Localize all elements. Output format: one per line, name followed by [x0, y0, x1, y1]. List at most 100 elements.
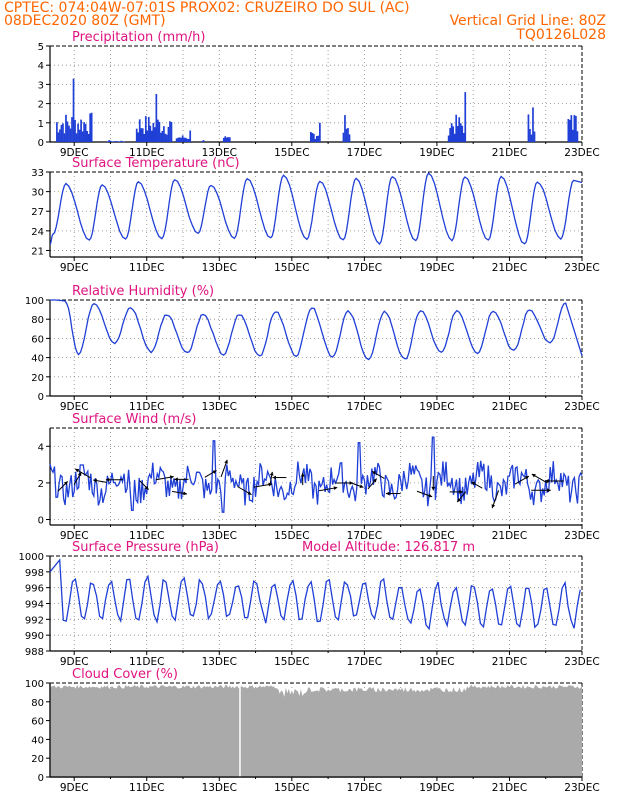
- wind-arrow-head: [212, 470, 217, 474]
- y-tick-label: 990: [25, 631, 44, 642]
- wind-arrow-head: [459, 489, 463, 494]
- precip-bar: [452, 126, 455, 142]
- precip-bar: [150, 130, 153, 142]
- y-tick-label: 0: [38, 516, 44, 527]
- precip-bar: [183, 137, 186, 142]
- wind-speed-line: [49, 436, 583, 513]
- y-tick-label: 20: [31, 373, 44, 384]
- x-tick-label: 23DEC: [564, 656, 599, 668]
- precip-bar: [84, 123, 87, 142]
- precip-bar: [319, 122, 321, 142]
- precip-bar: [157, 119, 159, 142]
- panel-annotation: Model Altitude: 126.817 m: [302, 540, 475, 555]
- precip-bar: [77, 123, 79, 142]
- precip-bar: [140, 128, 143, 142]
- wind-arrow-head: [359, 484, 364, 489]
- wind-arrow-head: [63, 481, 68, 486]
- pressure-line: [49, 558, 581, 631]
- precip-bar: [317, 135, 320, 142]
- y-tick-label: 996: [25, 584, 44, 595]
- precip-bar: [533, 131, 536, 142]
- precip-bar: [161, 130, 164, 142]
- precip-bar: [81, 131, 84, 142]
- precip-bar: [163, 126, 165, 142]
- x-tick-label: 9DEC: [60, 530, 89, 542]
- precip-bar: [184, 137, 187, 142]
- x-tick-label: 21DEC: [492, 656, 527, 668]
- y-tick-label: 30: [31, 188, 44, 199]
- precip-bar: [166, 134, 168, 142]
- precip-bar: [138, 119, 141, 142]
- x-tick-label: 19DEC: [419, 656, 454, 668]
- y-tick-label: 27: [31, 207, 44, 218]
- wind-arrow-head: [333, 486, 338, 491]
- wind-arrow-head: [144, 485, 149, 490]
- x-tick-label: 17DEC: [347, 656, 382, 668]
- y-tick-label: 40: [31, 735, 44, 746]
- humidity-line: [50, 299, 583, 361]
- precip-bar: [158, 121, 161, 142]
- wind-arrow-head: [272, 475, 276, 480]
- precip-bar: [569, 119, 571, 142]
- precip-bar: [201, 141, 203, 142]
- x-tick-label: 9DEC: [60, 656, 89, 668]
- precip-bar: [224, 136, 227, 142]
- precip-bar: [57, 132, 60, 142]
- x-tick-label: 11DEC: [129, 401, 164, 413]
- precip-bar: [68, 125, 70, 142]
- precip-bar: [462, 133, 465, 142]
- precip-bar: [59, 129, 61, 142]
- x-tick-label: 13DEC: [202, 656, 237, 668]
- precip-bar: [120, 140, 123, 142]
- y-tick-label: 20: [31, 754, 44, 765]
- wind-arrow-head: [457, 498, 461, 503]
- x-tick-label: 23DEC: [564, 262, 599, 274]
- x-tick-label: 11DEC: [129, 262, 164, 274]
- precip-bar: [78, 129, 81, 142]
- panel-title: Relative Humidity (%): [72, 284, 214, 299]
- x-tick-label: 15DEC: [274, 782, 309, 794]
- wind-arrow-head: [247, 491, 252, 495]
- y-tick-label: 992: [25, 615, 44, 626]
- precip-bar: [181, 135, 184, 142]
- cloud-gap: [239, 683, 241, 777]
- wind-arrow-head: [545, 479, 549, 483]
- precip-bar: [530, 134, 533, 142]
- cloud-area: [50, 684, 582, 777]
- y-tick-label: 21: [31, 246, 44, 257]
- precip-bar: [87, 133, 90, 142]
- x-tick-label: 19DEC: [419, 530, 454, 542]
- precip-bar: [83, 122, 85, 142]
- precip-bar: [80, 119, 82, 142]
- precip-bar: [90, 112, 93, 142]
- precip-bar: [316, 136, 318, 142]
- precip-bar: [178, 137, 181, 142]
- precip-bar: [137, 132, 140, 142]
- x-tick-label: 11DEC: [129, 656, 164, 668]
- precip-bar: [575, 115, 577, 142]
- y-tick-label: 988: [25, 647, 44, 658]
- precip-bar: [532, 107, 534, 142]
- x-tick-label: 21DEC: [492, 782, 527, 794]
- precip-bar: [187, 138, 190, 142]
- wind-arrow-head: [174, 477, 178, 482]
- precip-bar: [75, 133, 78, 142]
- x-tick-label: 13DEC: [202, 530, 237, 542]
- precip-bar: [74, 119, 76, 142]
- y-tick-label: 1000: [19, 552, 44, 563]
- precip-bar: [63, 133, 66, 142]
- precip-bar: [573, 115, 576, 142]
- precip-bar: [189, 130, 192, 142]
- precip-bar: [66, 121, 69, 142]
- precip-bar: [461, 125, 464, 142]
- x-tick-label: 17DEC: [347, 782, 382, 794]
- precip-bar: [455, 114, 458, 142]
- precip-bar: [141, 128, 144, 142]
- wind-arrow-head: [269, 471, 274, 476]
- precip-bar: [71, 117, 73, 142]
- precip-bar: [222, 137, 225, 142]
- x-tick-label: 23DEC: [564, 401, 599, 413]
- precip-bar: [60, 124, 63, 142]
- precip-bar: [106, 141, 109, 142]
- precip-bar: [202, 140, 205, 142]
